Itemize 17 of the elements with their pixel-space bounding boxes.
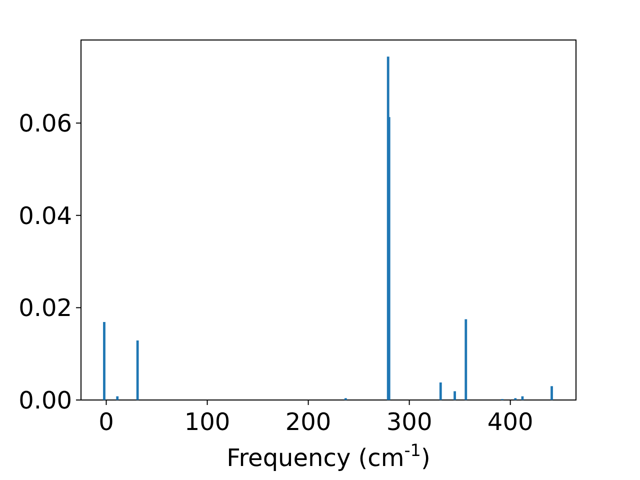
y-tick-label: 0.00: [18, 386, 72, 414]
x-tick-label: 200: [285, 408, 332, 436]
y-tick-label: 0.02: [18, 294, 72, 322]
bar: [136, 340, 139, 400]
bar: [116, 396, 119, 400]
x-axis-title: Frequency (cm$^{-1}$): [226, 440, 430, 472]
y-tick-label: 0.04: [18, 202, 72, 230]
bar: [103, 322, 106, 400]
bar: [464, 319, 468, 400]
bar: [550, 386, 553, 400]
y-tick-label: 0.06: [18, 109, 72, 138]
x-tick-label: 300: [386, 408, 432, 436]
bar: [454, 391, 456, 400]
x-tick-label: 0: [98, 408, 114, 436]
x-tick-label: 400: [487, 408, 534, 436]
x-tick-label: 100: [184, 408, 230, 436]
bar: [439, 382, 442, 400]
